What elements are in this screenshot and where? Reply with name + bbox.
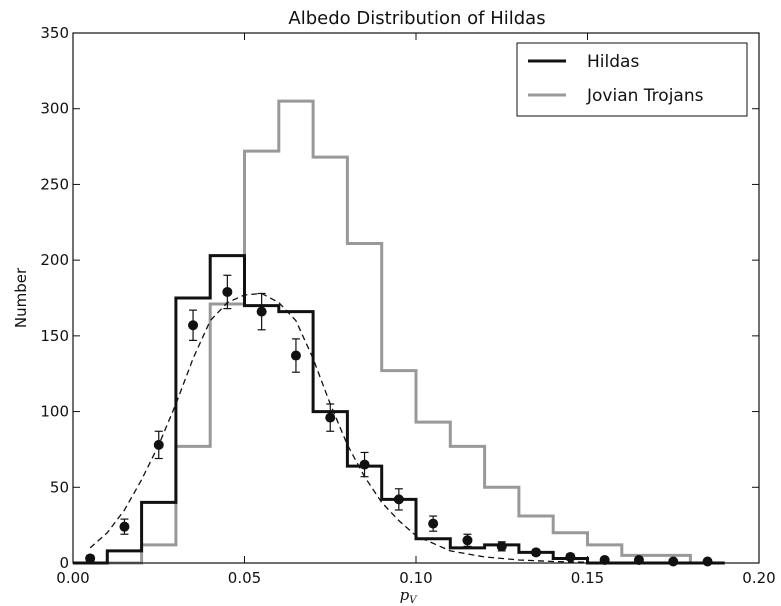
x-tick-label: 0.15 [571,569,604,587]
data-point-marker [325,412,336,423]
y-tick-label: 150 [40,327,69,345]
data-point [393,488,404,511]
histogram-jovian-trojans [73,99,725,565]
data-point [668,556,679,567]
legend-box [516,42,748,117]
model-fit-curve [89,292,725,564]
data-point [496,541,507,552]
y-axis-ticks: 0 50 100 150 200 250 300 350 [40,24,759,572]
y-tick-label: 50 [50,478,69,496]
data-point-marker [188,320,199,331]
x-tick-label: 0.20 [742,569,775,587]
y-tick-label: 350 [40,24,69,42]
data-point-marker [462,535,473,546]
data-point-marker [496,541,507,552]
x-axis-label-subscript: V [409,595,418,606]
x-tick-label: 0.05 [228,569,261,587]
data-point-marker [428,518,439,529]
data-point-marker [668,556,679,567]
data-point-marker [222,286,233,297]
y-tick-label: 250 [40,175,69,193]
chart-title: Albedo Distribution of Hildas [288,8,545,29]
x-tick-label: 0.00 [56,569,89,587]
data-point [565,551,576,562]
data-point [119,518,130,535]
data-point-marker [85,553,96,564]
y-tick-label: 0 [59,554,69,572]
plot-series [73,99,725,567]
data-point [85,553,96,564]
data-point-marker [359,459,370,470]
x-axis-label: pV [400,586,419,606]
data-point-marker [119,521,130,532]
data-point-marker [256,306,267,317]
data-point-marker [290,350,301,361]
legend: Hildas Jovian Trojans [516,42,748,117]
data-point-marker [393,494,404,505]
x-axis-label-main: p [400,586,410,604]
legend-label-hildas: Hildas [587,52,639,72]
y-tick-label: 300 [40,100,69,118]
data-point [462,533,473,547]
data-point [188,309,199,341]
data-point-marker [531,547,542,558]
x-axis-ticks: 0.00 0.05 0.10 0.15 0.20 [56,33,776,587]
data-point-marker [702,556,713,567]
data-point [290,338,301,373]
data-point [325,403,336,432]
data-point-marker [565,551,576,562]
data-point [428,515,439,532]
data-point [256,292,267,331]
data-point [531,547,542,558]
y-tick-label: 200 [40,251,69,269]
x-tick-label: 0.10 [399,569,432,587]
y-axis-label: Number [12,267,30,328]
data-point [702,556,713,567]
legend-label-jovian-trojans: Jovian Trojans [586,86,704,106]
data-point [359,451,370,478]
y-tick-label: 100 [40,403,69,421]
histogram-hildas [73,254,725,565]
